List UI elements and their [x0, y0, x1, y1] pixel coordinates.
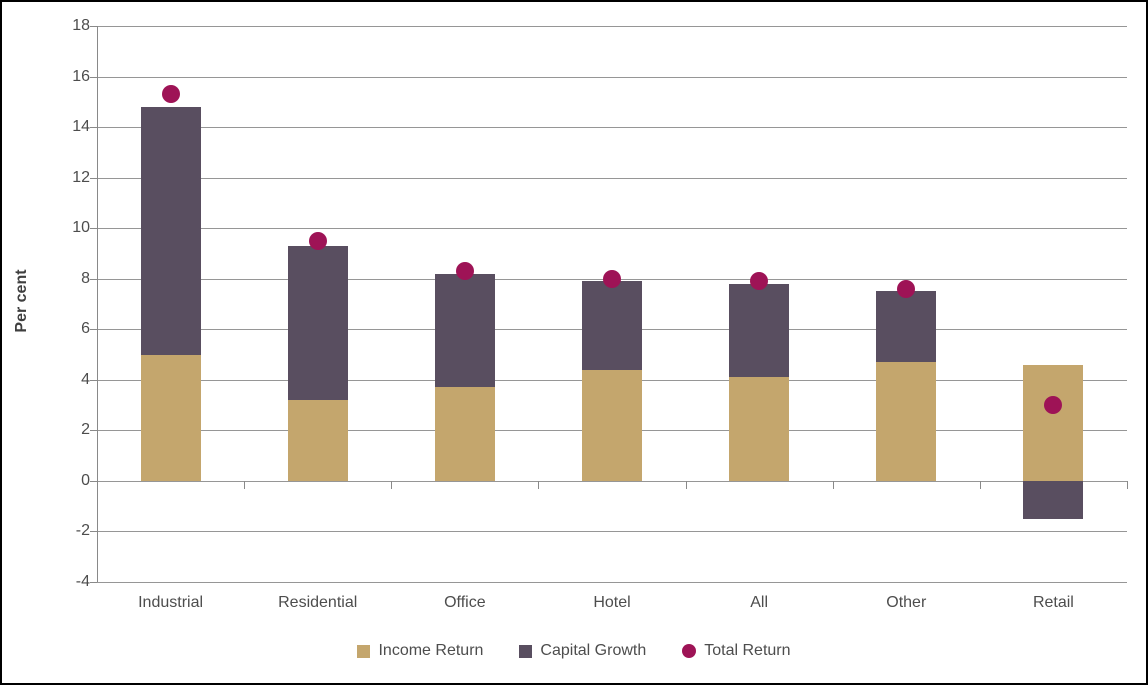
y-tick-label: 12 — [72, 168, 90, 186]
x-tick-label: Hotel — [593, 594, 631, 611]
bar-segment-capital-growth — [582, 281, 642, 370]
category-axis-tick — [244, 480, 246, 489]
bar-segment-income-return — [140, 354, 201, 481]
x-tick-label: All — [750, 594, 769, 611]
y-axis-tick — [90, 278, 97, 280]
y-axis-line — [97, 26, 98, 582]
bar-segment-income-return — [434, 387, 495, 481]
x-tick-label: Other — [886, 594, 927, 611]
gridline — [97, 228, 1127, 230]
bar-segment-income-return — [287, 400, 348, 481]
y-tick-label: 10 — [72, 219, 90, 237]
legend-square-marker — [357, 644, 371, 658]
total-return-marker — [897, 279, 916, 298]
bar-segment-income-return — [876, 362, 937, 481]
total-return-marker — [161, 85, 180, 104]
legend: Income Return Capital Growth Total Return — [2, 642, 1146, 660]
legend-item: Total Return — [682, 642, 791, 660]
x-tick-label: Residential — [278, 594, 358, 611]
x-tick-label: Retail — [1032, 594, 1074, 611]
total-return-marker — [603, 269, 621, 288]
gridline — [97, 76, 1127, 78]
category-axis-tick — [685, 480, 687, 489]
total-return-marker — [455, 262, 474, 281]
gridline — [97, 582, 1127, 583]
y-tick-label: 4 — [81, 370, 90, 388]
bar-segment-income-return — [729, 377, 790, 481]
y-axis-tick — [90, 531, 97, 533]
y-axis-tick — [90, 329, 97, 331]
y-axis-tick — [90, 430, 97, 432]
category-axis-tick — [832, 480, 834, 489]
total-return-marker — [1044, 396, 1063, 415]
gridline — [97, 177, 1127, 179]
bar-segment-capital-growth — [140, 106, 201, 355]
bar-segment-capital-growth — [729, 283, 790, 378]
bar-segment-capital-growth — [434, 273, 495, 388]
category-axis-tick — [538, 480, 540, 489]
total-return-marker — [308, 231, 327, 250]
gridline — [97, 480, 1127, 482]
y-axis-tick — [90, 228, 97, 230]
x-tick-label: Industrial — [138, 594, 204, 611]
legend-item: Income Return — [357, 642, 483, 660]
y-tick-label: -4 — [75, 573, 90, 590]
legend-label: Capital Growth — [540, 642, 647, 659]
y-tick-label: 14 — [72, 118, 90, 136]
y-axis-tick — [90, 127, 97, 129]
bar-segment-capital-growth — [1023, 480, 1084, 519]
legend-label: Income Return — [378, 642, 484, 659]
y-axis-tick — [90, 26, 97, 27]
total-return-marker — [750, 272, 769, 291]
y-tick-label: -2 — [75, 522, 90, 540]
y-tick-label: 6 — [81, 320, 90, 338]
legend-circle-marker — [682, 644, 697, 658]
bar-segment-income-return — [582, 369, 642, 481]
gridline — [97, 127, 1127, 129]
bar-segment-capital-growth — [876, 291, 937, 363]
y-tick-label: 2 — [81, 421, 90, 439]
y-tick-label: 18 — [72, 17, 90, 34]
y-axis-tick — [90, 582, 97, 583]
category-axis-tick — [979, 480, 981, 489]
y-axis-tick — [90, 379, 97, 381]
y-tick-label: 16 — [72, 67, 90, 85]
y-axis-tick — [90, 480, 97, 482]
y-axis-title: Per cent — [13, 269, 30, 333]
category-axis-tick — [1127, 480, 1128, 489]
legend-item: Capital Growth — [519, 642, 646, 660]
bar-segment-income-return — [1023, 364, 1084, 481]
y-axis-tick — [90, 76, 97, 78]
legend-label: Total Return — [704, 642, 791, 659]
gridline — [97, 26, 1127, 27]
category-axis-tick — [391, 480, 393, 489]
x-tick-label: Office — [444, 594, 486, 611]
y-tick-label: 0 — [81, 471, 90, 489]
y-axis-tick — [90, 177, 97, 179]
gridline — [97, 531, 1127, 533]
bar-segment-capital-growth — [287, 245, 348, 401]
y-tick-label: 8 — [81, 269, 90, 287]
legend-square-marker — [519, 644, 533, 658]
category-axis-tick — [97, 480, 98, 489]
